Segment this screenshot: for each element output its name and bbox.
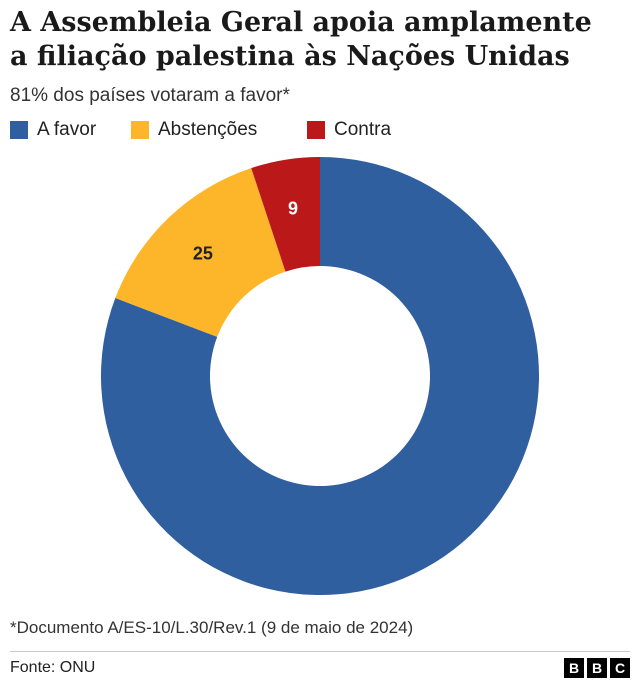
legend-swatch-contra xyxy=(307,121,325,139)
chart-legend: A favor Abstenções Contra xyxy=(10,119,630,141)
slice-a-favor xyxy=(100,157,539,595)
legend-label-abstencoes: Abstenções xyxy=(158,119,258,140)
bbc-logo: B B C xyxy=(564,658,630,678)
bbc-logo-block-2: B xyxy=(587,658,607,678)
donut-chart: 143259 xyxy=(100,157,539,595)
slice-contra xyxy=(251,157,320,272)
footer-divider xyxy=(10,651,630,652)
source-note: Fonte: ONU xyxy=(10,659,96,676)
chart-title: A Assembleia Geral apoia amplamente a fi… xyxy=(10,6,630,74)
legend-swatch-abstencoes xyxy=(131,121,149,139)
bbc-logo-block-3: C xyxy=(610,658,630,678)
chart-title-line-1: A Assembleia Geral apoia amplamente xyxy=(10,7,592,38)
legend-item-abstencoes: Abstenções xyxy=(131,119,257,141)
bbc-logo-block-1: B xyxy=(564,658,584,678)
legend-item-a-favor: A favor xyxy=(10,119,96,141)
legend-swatch-a-favor xyxy=(10,121,28,139)
chart-title-line-2: a filiação palestina às Nações Unidas xyxy=(10,41,570,72)
data-label-abstencoes: 25 xyxy=(193,244,213,264)
data-label-contra: 9 xyxy=(288,199,298,219)
legend-item-contra: Contra xyxy=(307,119,391,141)
legend-label-contra: Contra xyxy=(334,119,392,140)
chart-subtitle: 81% dos países votaram a favor* xyxy=(10,85,290,106)
footnote: *Documento A/ES-10/L.30/Rev.1 (9 de maio… xyxy=(10,618,414,637)
slice-abstencoes xyxy=(115,168,286,337)
legend-label-a-favor: A favor xyxy=(37,119,97,140)
